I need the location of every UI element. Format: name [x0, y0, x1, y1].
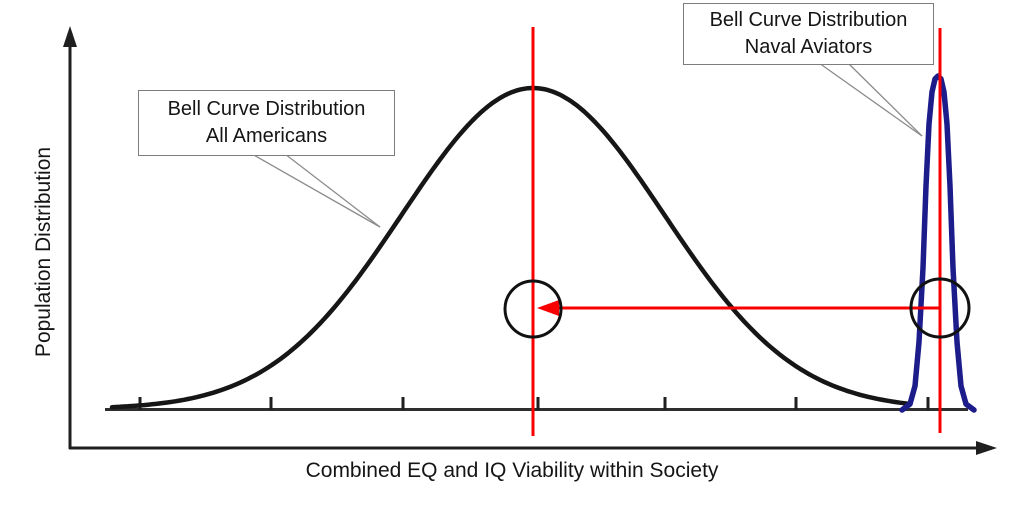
callout-all-americans-line2: All Americans: [205, 125, 328, 147]
highlight-circle-right: [909, 277, 971, 339]
y-axis-arrowhead-icon: [63, 26, 77, 47]
y-axis-label: Population Distribution: [32, 146, 55, 358]
leader-line-all-americans: [251, 153, 381, 228]
callout-naval-aviators-line2: Naval Aviators: [744, 36, 873, 58]
x-axis-arrowhead-icon: [976, 441, 997, 455]
all-americans-curve: [109, 85, 911, 410]
callout-all-americans: Bell Curve Distribution All Americans: [138, 90, 395, 156]
leader-line-naval-aviators: [818, 62, 923, 137]
naval-aviators-curve: [899, 73, 977, 413]
callout-naval-aviators: Bell Curve Distribution Naval Aviators: [683, 3, 934, 65]
leader-line-naval-aviators: [847, 62, 923, 137]
red-left-arrowhead-icon: [537, 300, 559, 316]
x-axis-label: Combined EQ and IQ Viability within Soci…: [305, 459, 719, 482]
callout-naval-aviators-line1: Bell Curve Distribution: [709, 9, 908, 31]
callout-all-americans-line1: Bell Curve Distribution: [167, 98, 366, 120]
highlight-circle-left: [503, 279, 563, 339]
leader-line-all-americans: [284, 153, 381, 228]
